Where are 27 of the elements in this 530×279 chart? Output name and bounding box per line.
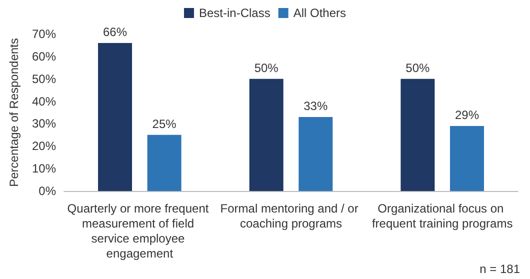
x-tick-label: Formal mentoring and / or coaching programs <box>220 202 362 230</box>
data-label: 29% <box>454 108 480 122</box>
bar <box>450 126 484 191</box>
y-tick-label: 30% <box>32 116 56 131</box>
y-tick-label: 50% <box>32 72 56 86</box>
y-tick-label: 10% <box>32 162 56 176</box>
y-tick-label: 70% <box>32 27 56 41</box>
y-tick-label: 40% <box>32 94 56 108</box>
bar <box>298 116 333 191</box>
data-label: 50% <box>254 60 279 75</box>
bar <box>147 134 182 191</box>
data-label: 66% <box>103 24 128 39</box>
y-tick-label: 20% <box>32 139 56 154</box>
data-label: 33% <box>304 98 328 113</box>
y-tick-label: 0% <box>38 184 56 198</box>
text: n = 181 <box>480 262 520 276</box>
x-tick-label: Quarterly or more frequent measurement of field service employee engagement <box>67 202 212 260</box>
y-tick-label: 60% <box>32 49 56 64</box>
legend-label: Best-in-Class <box>198 6 270 20</box>
data-label: 50% <box>406 60 430 75</box>
bar <box>98 42 132 191</box>
y-axis-title: Percentage of Respondents <box>7 38 21 187</box>
x-tick-label: Organizational focus on frequent training programs <box>372 202 513 230</box>
legend-label: All Others <box>293 6 346 20</box>
bar <box>249 78 284 191</box>
data-label: 25% <box>152 116 177 131</box>
bar <box>400 78 435 191</box>
